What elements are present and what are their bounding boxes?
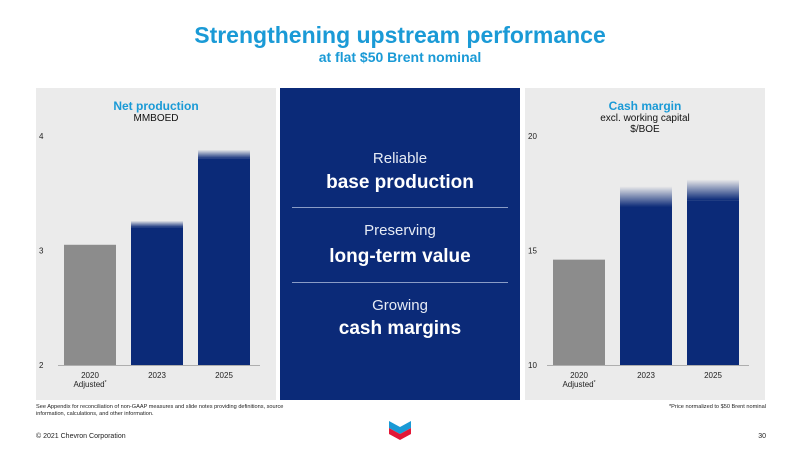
y-tick-label: 3 (39, 247, 44, 256)
page-title: Strengthening upstream performance (194, 22, 606, 48)
bar-range-fade (620, 186, 672, 207)
x-tick-label: 2023 (148, 371, 166, 380)
divider-1 (292, 207, 508, 208)
x-tick-label: 2020 (81, 371, 99, 380)
bar-range-fade (198, 149, 250, 159)
cash-margins-text: cash margins (338, 318, 462, 339)
long-term-value-text: long-term value (329, 246, 471, 267)
reliable-text: Reliable (372, 150, 428, 167)
x-tick-label: 2020 (570, 371, 588, 380)
divider-2 (292, 282, 508, 283)
y-tick-label: 10 (528, 361, 537, 370)
bar (64, 244, 116, 365)
copyright: © 2021 Chevron Corporation (36, 433, 126, 440)
net-production-panel: Net production MMBOED 2 3 4 2020 Adjusted* 20… (36, 88, 276, 400)
bar (553, 259, 605, 365)
x-tick-label: Adjusted* (562, 380, 595, 389)
base-production-text: base production (326, 172, 474, 193)
x-tick-label: Adjusted* (73, 380, 106, 389)
page-number: 30 (758, 433, 766, 440)
bar (198, 158, 250, 365)
chevron-logo (388, 413, 412, 440)
net-production-title: Net production (113, 99, 199, 113)
x-tick-label: 2023 (637, 371, 655, 380)
x-tick-label: 2025 (215, 371, 233, 380)
bar (687, 200, 739, 365)
cash-margin-subtitle-1: excl. working capital (600, 113, 690, 124)
x-tick-label: 2025 (704, 371, 722, 380)
y-tick-label: 15 (528, 247, 537, 256)
cash-margin-subtitle-2: $/BOE (630, 124, 660, 135)
page-subtitle: at flat $50 Brent nominal (318, 49, 482, 65)
appendix-note: See Appendix for reconciliation of non-G… (36, 404, 284, 417)
bar (620, 206, 672, 365)
bar-range-fade (687, 179, 739, 201)
cash-margin-title: Cash margin (608, 99, 682, 113)
strategy-panel: Reliable base production Preserving long… (280, 88, 520, 400)
preserving-text: Preserving (364, 222, 436, 239)
y-tick-label: 4 (39, 132, 44, 141)
price-note: *Price normalized to $50 Brent nominal (668, 404, 766, 410)
bar-range-fade (131, 220, 183, 228)
bar (131, 227, 183, 365)
y-tick-label: 2 (39, 361, 44, 370)
growing-text: Growing (372, 297, 428, 314)
y-tick-label: 20 (528, 132, 537, 141)
cash-margin-panel: Cash margin excl. working capital $/BOE … (525, 88, 765, 400)
net-production-unit: MMBOED (133, 113, 179, 124)
